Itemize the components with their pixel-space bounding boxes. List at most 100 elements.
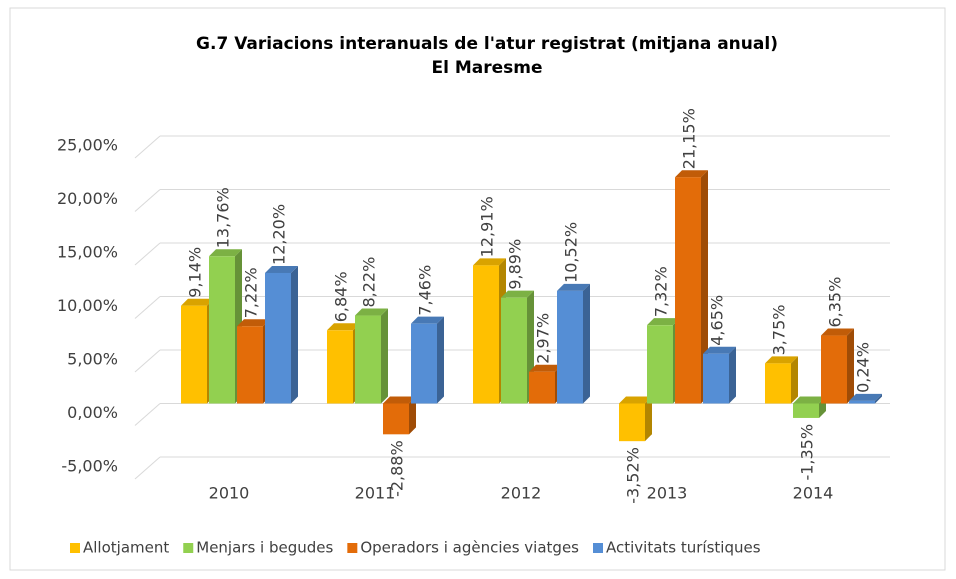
- value-label: 6,35%: [826, 277, 845, 328]
- y-tick-label: 0,00%: [67, 403, 118, 422]
- bar-top: [473, 258, 506, 266]
- bar-top: [675, 170, 708, 178]
- bar-top: [821, 328, 854, 336]
- bar-front: [473, 265, 499, 404]
- bar-side: [645, 396, 652, 442]
- bar-front: [383, 403, 409, 435]
- value-label: 12,91%: [478, 196, 497, 257]
- bar-side: [381, 308, 388, 404]
- bar-top: [209, 249, 242, 257]
- bar: [675, 170, 708, 404]
- chart-title: G.7 Variacions interanuals de l'atur reg…: [196, 34, 778, 54]
- value-label: -3,52%: [624, 447, 643, 504]
- bar-front: [849, 400, 875, 404]
- bar-top: [619, 396, 652, 404]
- y-tick-label: 5,00%: [67, 350, 118, 369]
- legend-label: Operadors i agències viatges: [360, 539, 579, 557]
- value-label: 7,46%: [416, 265, 435, 316]
- x-tick-label: 2014: [793, 484, 834, 503]
- bar-top: [703, 346, 736, 354]
- bar-top: [647, 318, 680, 326]
- bar-side: [729, 346, 736, 404]
- bar-top: [327, 323, 360, 331]
- bar: [501, 290, 534, 404]
- grid-line-slant: [134, 296, 161, 319]
- bar-front: [181, 305, 207, 404]
- bar-front: [209, 256, 235, 404]
- y-tick-label: 25,00%: [57, 136, 118, 155]
- y-tick-label: -5,00%: [61, 457, 118, 476]
- grid-line-slant: [134, 456, 161, 480]
- legend-label: Menjars i begudes: [196, 539, 333, 557]
- value-label: 3,75%: [770, 305, 789, 356]
- value-label: 21,15%: [680, 108, 699, 169]
- value-label: 0,24%: [854, 342, 873, 393]
- bar-side: [291, 265, 298, 404]
- bar-top: [765, 356, 798, 364]
- x-tick-label: 2013: [647, 484, 688, 503]
- bar-side: [701, 170, 708, 404]
- x-tick-label: 2011: [355, 484, 396, 503]
- bar-front: [265, 272, 291, 404]
- legend-label: Activitats turístiques: [606, 539, 761, 557]
- bar-front: [501, 297, 527, 404]
- bar-front: [647, 325, 673, 404]
- bar: [849, 393, 882, 404]
- bar-top: [557, 283, 590, 291]
- value-label: 10,52%: [562, 222, 581, 283]
- grid-line-slant: [134, 135, 161, 159]
- bar-front: [675, 177, 701, 404]
- bar: [821, 328, 854, 404]
- bar-front: [557, 290, 583, 404]
- bar: [355, 308, 388, 404]
- bar: [619, 396, 652, 442]
- bar-side: [437, 316, 444, 404]
- value-label: 12,20%: [270, 204, 289, 265]
- bar-top: [237, 319, 270, 327]
- bar-top: [849, 393, 882, 401]
- value-label: 13,76%: [214, 187, 233, 248]
- bar-front: [529, 371, 555, 404]
- legend-label: Allotjament: [83, 539, 169, 557]
- bar-top: [383, 396, 416, 404]
- bar-front: [821, 335, 847, 404]
- bar-side: [583, 283, 590, 404]
- bar: [557, 283, 590, 404]
- bar-front: [355, 315, 381, 404]
- grid-line-slant: [134, 349, 161, 373]
- value-label: 2,97%: [534, 313, 553, 364]
- bar-front: [619, 403, 645, 442]
- grid-line-slant: [134, 189, 161, 212]
- bar-top: [411, 316, 444, 324]
- bar-top: [181, 298, 214, 306]
- bar: [265, 265, 298, 404]
- bar-front: [237, 326, 263, 404]
- bar: [411, 316, 444, 404]
- y-tick-label: 20,00%: [57, 189, 118, 208]
- bar: [383, 396, 416, 435]
- value-label: 7,22%: [242, 267, 261, 318]
- bar-side: [791, 356, 798, 404]
- legend-swatch: [347, 543, 358, 553]
- x-tick-label: 2010: [209, 484, 250, 503]
- bar-side: [847, 328, 854, 404]
- value-label: 6,84%: [332, 271, 351, 322]
- value-label: 9,89%: [506, 239, 525, 290]
- value-label: 9,14%: [186, 247, 205, 298]
- y-tick-label: 15,00%: [57, 243, 118, 262]
- bar-top: [265, 265, 298, 273]
- legend-swatch: [593, 543, 603, 553]
- bar: [703, 346, 736, 404]
- bar-front: [703, 353, 729, 404]
- bar-front: [327, 330, 353, 404]
- bar-side: [875, 393, 882, 404]
- bar-top: [793, 396, 826, 404]
- x-tick-label: 2012: [501, 484, 542, 503]
- legend-swatch: [183, 543, 194, 553]
- legend-swatch: [70, 543, 80, 553]
- bar-front: [765, 363, 791, 404]
- value-label: 7,32%: [652, 266, 671, 317]
- value-label: 8,22%: [360, 257, 379, 308]
- value-label: 4,65%: [708, 295, 727, 346]
- bar-top: [501, 290, 534, 298]
